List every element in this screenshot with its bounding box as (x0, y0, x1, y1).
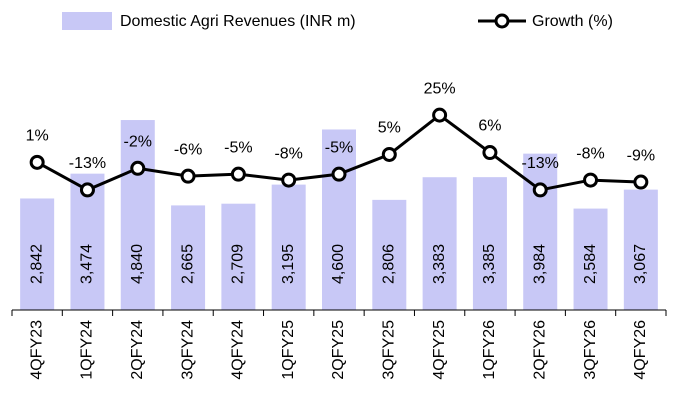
bar-value-label: 4,840 (129, 244, 146, 284)
x-tick-label: 1QFY25 (280, 320, 297, 380)
bar-value-label: 2,842 (28, 244, 45, 284)
bar (271, 184, 306, 310)
bar (623, 189, 658, 310)
growth-marker (482, 145, 498, 161)
growth-value-label: -8% (274, 145, 302, 162)
bar (372, 199, 407, 310)
growth-marker (633, 174, 649, 190)
x-tick-label: 4QFY25 (431, 320, 448, 380)
growth-value-label: 1% (26, 128, 49, 145)
growth-marker (230, 166, 246, 182)
x-tick-label: 4QFY26 (632, 320, 649, 380)
growth-marker (130, 160, 146, 176)
x-tick-label: 2QFY26 (531, 320, 548, 380)
x-tick-label: 1QFY24 (79, 320, 96, 380)
bar-value-label: 2,806 (381, 244, 398, 284)
growth-value-label: -13% (69, 155, 106, 172)
bar-value-label: 3,383 (431, 244, 448, 284)
bar (322, 129, 356, 310)
bar-value-label: 3,195 (280, 244, 297, 284)
growth-marker (532, 182, 548, 198)
bar-value-label: 3,474 (79, 244, 96, 284)
x-tick-label: 4QFY24 (230, 320, 247, 380)
growth-marker (281, 172, 297, 188)
legend-label: Domestic Agri Revenues (INR m) (120, 13, 356, 30)
growth-marker (381, 146, 397, 162)
bar-value-label: 3,067 (632, 244, 649, 284)
bar (171, 205, 206, 310)
legend-swatch (62, 12, 112, 30)
bar-value-label: 4,600 (330, 244, 347, 284)
x-tick-label: 3QFY26 (582, 320, 599, 380)
growth-value-label: -6% (174, 141, 202, 158)
bar-value-label: 3,385 (481, 244, 498, 284)
x-tick-label: 2QFY25 (330, 320, 347, 380)
growth-value-label: 6% (478, 118, 501, 135)
bar (573, 208, 608, 310)
bar (120, 120, 155, 311)
growth-value-label: -5% (325, 139, 353, 156)
x-tick-label: 3QFY24 (179, 320, 196, 380)
bar (523, 153, 558, 310)
growth-value-label: -13% (522, 155, 559, 172)
legend-marker (494, 13, 510, 29)
growth-marker (180, 168, 196, 184)
growth-value-label: -9% (627, 147, 655, 164)
growth-value-label: 5% (378, 120, 401, 137)
bar-value-label: 3,984 (531, 244, 548, 284)
bar (422, 177, 457, 310)
growth-value-label: 25% (424, 80, 456, 97)
bar-value-label: 2,665 (179, 244, 196, 284)
growth-value-label: -5% (224, 139, 252, 156)
legend-label: Growth (%) (532, 13, 613, 30)
growth-marker (583, 172, 599, 188)
x-tick-label: 1QFY26 (481, 320, 498, 380)
growth-value-label: -2% (124, 133, 152, 150)
growth-marker (331, 166, 347, 182)
x-tick-label: 2QFY24 (129, 320, 146, 380)
x-tick-label: 4QFY23 (28, 320, 45, 380)
bar-value-label: 2,584 (582, 244, 599, 284)
bar (472, 177, 507, 310)
growth-marker (79, 182, 95, 198)
bar (20, 198, 55, 310)
growth-marker (432, 107, 448, 123)
growth-marker (29, 154, 45, 170)
bar-value-label: 2,709 (230, 244, 247, 284)
growth-value-label: -8% (576, 145, 604, 162)
x-tick-label: 3QFY25 (381, 320, 398, 380)
bar (221, 203, 256, 310)
